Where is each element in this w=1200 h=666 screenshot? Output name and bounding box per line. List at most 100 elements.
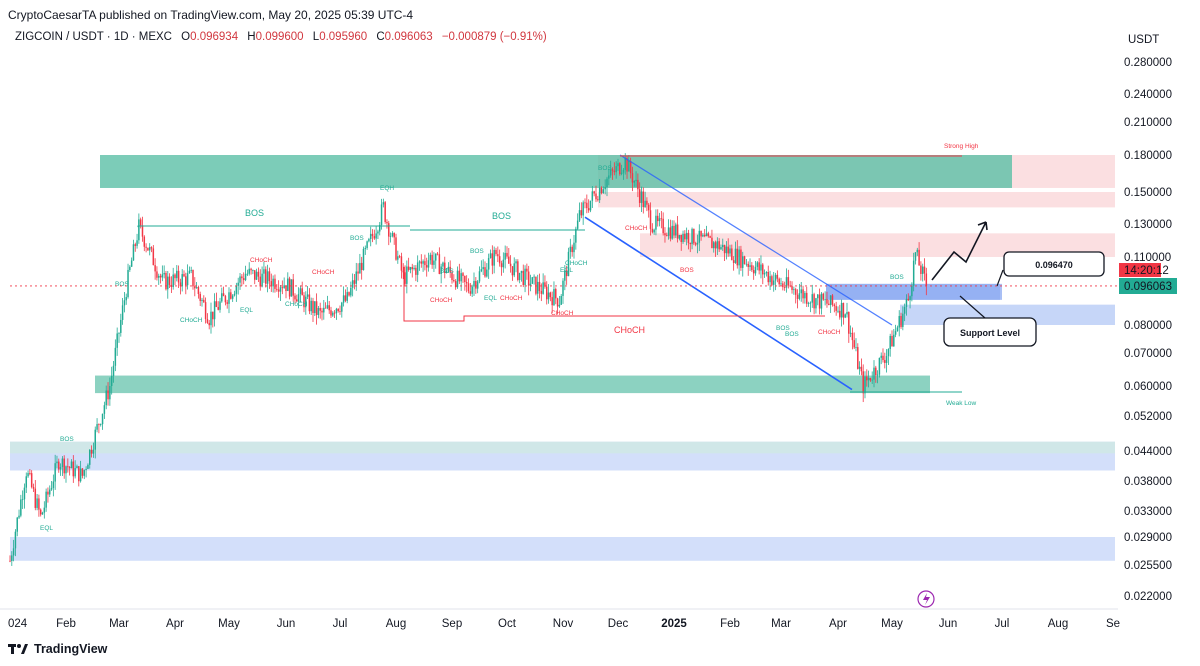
candle-body — [626, 157, 628, 172]
candle-body — [377, 231, 379, 234]
candle-body — [72, 461, 75, 477]
candle-body — [547, 292, 550, 300]
candle-body — [141, 225, 144, 237]
candle-body — [425, 265, 428, 268]
candle-body — [29, 473, 31, 474]
projection-path — [931, 221, 987, 281]
candle-body — [787, 277, 790, 286]
candle-body — [542, 282, 544, 294]
candle-body — [493, 249, 495, 266]
candle-body — [794, 289, 797, 295]
symbol-label[interactable]: ZIGCOIN / USDT · 1D · MEXC — [15, 31, 172, 43]
candle-body — [89, 449, 91, 465]
candle-body — [518, 272, 521, 280]
candle-body — [380, 204, 383, 225]
candle-body — [731, 248, 733, 261]
candle-body — [165, 272, 167, 290]
candle-body — [644, 200, 646, 207]
candle-body — [12, 548, 15, 556]
candle-body — [536, 281, 539, 294]
candle-body — [656, 215, 659, 222]
candle-body — [416, 262, 419, 275]
low-label: L — [312, 31, 320, 43]
candle-body — [445, 270, 448, 274]
candle-body — [32, 486, 35, 489]
candle-body — [703, 234, 706, 237]
candle-body — [589, 200, 592, 211]
candle-body — [121, 305, 124, 320]
support-pointer — [959, 295, 986, 319]
candle-body — [299, 288, 302, 294]
bos-label-2: BOS — [492, 211, 511, 221]
candle-body — [213, 301, 216, 320]
candle-body — [651, 228, 654, 233]
price-tick-13: 0.033000 — [1124, 506, 1172, 518]
candle-body — [580, 210, 583, 216]
candle-body — [925, 273, 928, 286]
candle-body — [807, 303, 810, 304]
bos-line-1 — [137, 225, 410, 228]
candle-body — [167, 276, 169, 290]
candle-body — [159, 275, 162, 278]
candle-body — [434, 253, 437, 261]
projection-arrow-icon — [977, 221, 988, 231]
candle-body — [56, 461, 58, 464]
candle-body — [382, 202, 385, 205]
candle-body — [649, 210, 652, 229]
candle-body — [535, 276, 537, 294]
candle-body — [705, 233, 708, 237]
candle-body — [921, 266, 924, 274]
candle-body — [154, 265, 156, 272]
candle-body — [533, 276, 535, 278]
time-tick-8: Sep — [442, 618, 462, 630]
candle-body — [81, 468, 84, 476]
candle-body — [765, 271, 768, 274]
candle-body — [911, 285, 913, 297]
candle-body — [303, 295, 305, 308]
candle-body — [647, 204, 650, 211]
candle-body — [454, 281, 457, 288]
candle-body — [242, 278, 245, 281]
last-price-text: 0.096063 — [1124, 281, 1172, 293]
candle-body — [301, 288, 303, 296]
candle-body — [469, 291, 472, 294]
candle-body — [253, 270, 256, 280]
candle-body — [186, 273, 189, 286]
candle-body — [756, 262, 759, 267]
candle-body — [576, 220, 579, 229]
candle-body — [524, 268, 526, 286]
candle-body — [427, 260, 430, 268]
target-callout-box — [1003, 251, 1105, 277]
smc-label-7: CHoCH — [285, 301, 308, 308]
candle-body — [39, 509, 42, 515]
candle-body — [132, 244, 135, 261]
candle-body — [404, 272, 406, 284]
candle-body — [698, 230, 701, 243]
candle-body — [691, 228, 693, 245]
candle-body — [68, 467, 71, 469]
candle-body — [515, 261, 517, 264]
candle-body — [312, 300, 314, 313]
smc-label-18: BOS — [776, 325, 790, 332]
candle-body — [475, 281, 477, 289]
candle-body — [553, 288, 555, 306]
candle-body — [130, 260, 133, 267]
candle-body — [709, 236, 711, 238]
candle-body — [880, 355, 882, 358]
price-tick-16: 0.022000 — [1124, 591, 1172, 603]
candle-body — [136, 240, 138, 246]
candle-body — [400, 256, 403, 271]
candle-body — [916, 249, 919, 253]
smc-label-0: EQH — [380, 185, 394, 192]
high-label: H — [247, 31, 256, 43]
candle-body — [687, 232, 690, 243]
symbol-legend: ZIGCOIN / USDT · 1D · MEXC O0.096934 H0.… — [15, 31, 547, 43]
candle-body — [237, 282, 239, 286]
candle-body — [793, 289, 795, 291]
candle-body — [640, 191, 643, 203]
candle-body — [23, 487, 26, 500]
smc-label-15: CHoCH — [565, 260, 588, 267]
candle-body — [620, 172, 623, 175]
candle-body — [203, 299, 205, 303]
